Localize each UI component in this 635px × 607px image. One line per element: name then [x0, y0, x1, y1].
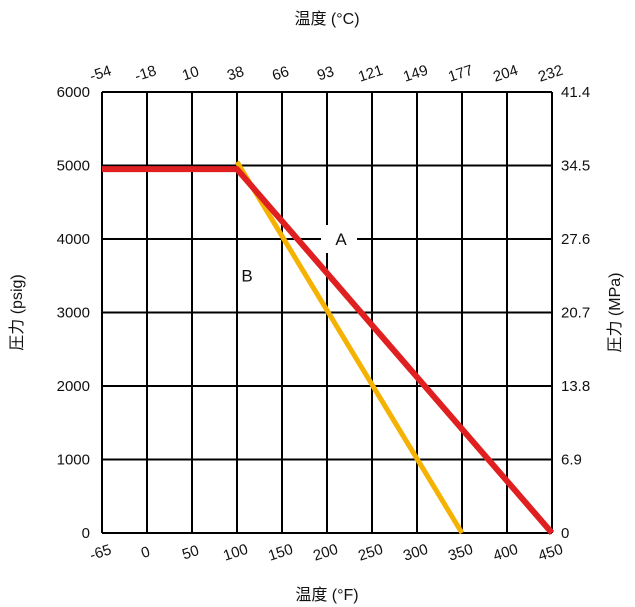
grid: [101, 91, 553, 534]
series-layer: [102, 160, 555, 535]
y-tick-label-right: 6.9: [561, 452, 582, 469]
y-tick-label-left: 2000: [57, 378, 90, 395]
x-tick-label-top: 232: [536, 62, 565, 86]
x-tick-label-bottom: 350: [446, 541, 475, 565]
y-tick-label-left: 0: [82, 525, 90, 542]
x-tick-label-bottom: 150: [266, 541, 295, 565]
x-tick-label-bottom: 100: [221, 541, 250, 565]
y-tick-label-left: 4000: [57, 231, 90, 248]
x-tick-label-bottom: 50: [180, 542, 201, 563]
x-tick-label-bottom: 250: [356, 541, 385, 565]
y-tick-label-right: 13.8: [561, 378, 590, 395]
annotation-b-label: B: [241, 267, 252, 286]
y-tick-label-right: 27.6: [561, 231, 590, 248]
x-tick-label-top: 10: [180, 63, 201, 84]
x-tick-label-bottom: 450: [536, 541, 565, 565]
x-tick-label-top: 38: [225, 63, 246, 84]
label-layer: AB: [241, 225, 357, 286]
series-b-line: [234, 160, 465, 535]
y-tick-label-right: 0: [561, 525, 569, 542]
series-a-line: [102, 166, 555, 535]
y-tick-label-right: 20.7: [561, 305, 590, 322]
x-tick-label-top: 204: [491, 62, 520, 86]
y-tick-label-left: 3000: [57, 305, 90, 322]
annotation-a-label: A: [335, 230, 347, 249]
bottom-axis-title: 温度 (°F): [295, 586, 358, 604]
x-tick-label-bottom: 400: [491, 541, 520, 565]
x-tick-label-bottom: 0: [139, 543, 152, 562]
left-axis-title: 圧力 (psig): [8, 274, 26, 350]
annotation-a-background: [321, 225, 357, 253]
y-tick-label-right: 41.4: [561, 84, 590, 101]
x-tick-label-bottom: 300: [401, 541, 430, 565]
x-tick-label-top: 177: [446, 62, 475, 86]
x-tick-label-top: 149: [401, 62, 430, 86]
top-axis-title: 温度 (°C): [294, 10, 359, 28]
y-tick-label-left: 5000: [57, 158, 90, 175]
y-tick-label-right: 34.5: [561, 158, 590, 175]
x-tick-label-top: -18: [133, 62, 159, 85]
x-tick-label-bottom: -65: [88, 541, 114, 564]
x-tick-label-bottom: 200: [311, 541, 340, 565]
tick-layer: -65 0 50 100 150 200 250 300 350 400 450-54 -18 10 38…: [57, 62, 591, 565]
x-tick-label-top: 66: [270, 63, 291, 84]
x-tick-label-top: 93: [315, 63, 336, 84]
y-tick-label-left: 6000: [57, 84, 90, 101]
x-tick-label-top: 121: [356, 62, 385, 86]
x-tick-label-top: -54: [88, 62, 114, 85]
y-tick-label-left: 1000: [57, 452, 90, 469]
right-axis-title: 圧力 (MPa): [606, 272, 624, 352]
